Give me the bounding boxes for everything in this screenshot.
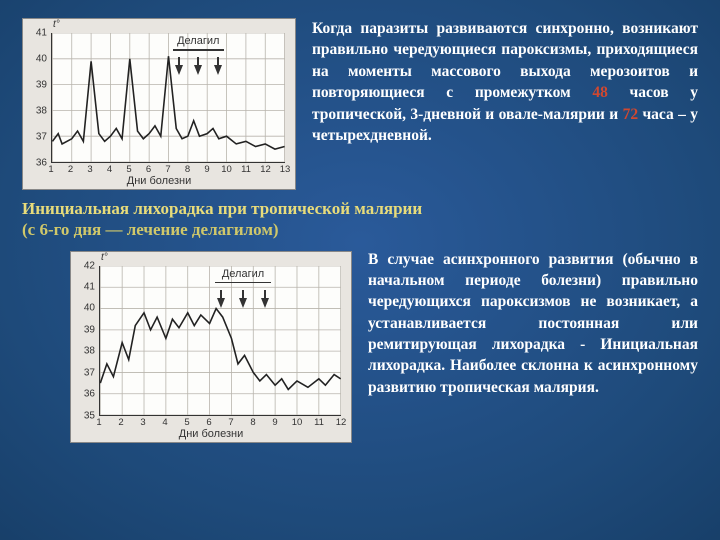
para1-text: . xyxy=(428,127,432,144)
y-tick-label: 39 xyxy=(75,324,95,335)
x-tick-label: 4 xyxy=(103,164,117,175)
y-tick-label: 37 xyxy=(75,367,95,378)
y-tick-label: 40 xyxy=(75,303,95,314)
para1-text: и xyxy=(605,106,623,123)
top-row: t° Делагил Дни болезни 36373839404112345… xyxy=(0,0,720,196)
drug-arrow-icon xyxy=(217,298,225,308)
x-tick-label: 5 xyxy=(180,417,194,428)
x-tick-label: 6 xyxy=(202,417,216,428)
x-tick-label: 5 xyxy=(122,164,136,175)
figure-caption: Инициальная лихорадка при тропической ма… xyxy=(0,196,720,245)
num-72: 72 xyxy=(623,106,639,123)
x-tick-label: 8 xyxy=(181,164,195,175)
drug-arrow-icon xyxy=(214,65,222,75)
drug-underline xyxy=(215,282,271,284)
plot-area-2: Делагил xyxy=(99,266,341,416)
y-tick-label: 38 xyxy=(75,346,95,357)
paragraph-synchronous: Когда паразиты развиваются синхронно, во… xyxy=(312,18,698,190)
x-tick-label: 11 xyxy=(239,164,253,175)
y-axis-title: t° xyxy=(53,19,60,30)
para1-text: часов у xyxy=(608,84,698,101)
num-48: 48 xyxy=(592,84,608,101)
x-tick-label: 10 xyxy=(220,164,234,175)
chart-synchronous-fever: t° Делагил Дни болезни 36373839404112345… xyxy=(22,18,296,190)
series-line-1 xyxy=(52,33,285,162)
y-tick-label: 42 xyxy=(75,260,95,271)
paragraph-asynchronous: В случае асинхронного развития (обычно в… xyxy=(368,249,698,443)
x-axis-title-1: Дни болезни xyxy=(127,175,191,187)
drug-arrow-icon xyxy=(194,65,202,75)
x-tick-label: 9 xyxy=(268,417,282,428)
plot-area-1: Делагил xyxy=(51,33,285,163)
drug-arrow-icon xyxy=(175,65,183,75)
x-tick-label: 8 xyxy=(246,417,260,428)
drug-arrow-icon xyxy=(239,298,247,308)
caption-line-1: Инициальная лихорадка при тропической ма… xyxy=(22,198,698,219)
drug-underline xyxy=(173,49,224,51)
x-tick-label: 2 xyxy=(64,164,78,175)
series-line-2 xyxy=(100,266,341,415)
y-tick-label: 36 xyxy=(75,389,95,400)
caption-line-2: (с 6-го дня — лечение делагилом) xyxy=(22,219,698,240)
y-axis-title-2: t° xyxy=(101,252,108,263)
x-tick-label: 10 xyxy=(290,417,304,428)
drug-arrow-icon xyxy=(261,298,269,308)
x-tick-label: 12 xyxy=(259,164,273,175)
y-tick-label: 37 xyxy=(27,132,47,143)
para1-text: часа – у xyxy=(638,106,698,123)
y-tick-label: 41 xyxy=(75,281,95,292)
x-tick-label: 7 xyxy=(161,164,175,175)
y-tick-label: 41 xyxy=(27,28,47,39)
x-tick-label: 3 xyxy=(136,417,150,428)
drug-label-1: Делагил xyxy=(168,35,228,47)
x-tick-label: 4 xyxy=(158,417,172,428)
malaria-type-4day: четырехдневной xyxy=(312,127,428,144)
x-axis-title-2: Дни болезни xyxy=(179,428,243,440)
malaria-types-1: тропической, 3-дневной и овале-малярии xyxy=(312,106,605,123)
bottom-row: t° Делагил Дни болезни 35363738394041421… xyxy=(0,245,720,453)
x-tick-label: 6 xyxy=(142,164,156,175)
x-tick-label: 13 xyxy=(278,164,292,175)
x-tick-label: 12 xyxy=(334,417,348,428)
y-tick-label: 38 xyxy=(27,106,47,117)
x-tick-label: 1 xyxy=(92,417,106,428)
x-tick-label: 11 xyxy=(312,417,326,428)
chart-initial-fever: t° Делагил Дни болезни 35363738394041421… xyxy=(70,251,352,443)
drug-label-2: Делагил xyxy=(213,268,273,280)
x-tick-label: 9 xyxy=(200,164,214,175)
y-tick-label: 39 xyxy=(27,80,47,91)
x-tick-label: 2 xyxy=(114,417,128,428)
y-tick-label: 40 xyxy=(27,54,47,65)
x-tick-label: 1 xyxy=(44,164,58,175)
x-tick-label: 7 xyxy=(224,417,238,428)
x-tick-label: 3 xyxy=(83,164,97,175)
